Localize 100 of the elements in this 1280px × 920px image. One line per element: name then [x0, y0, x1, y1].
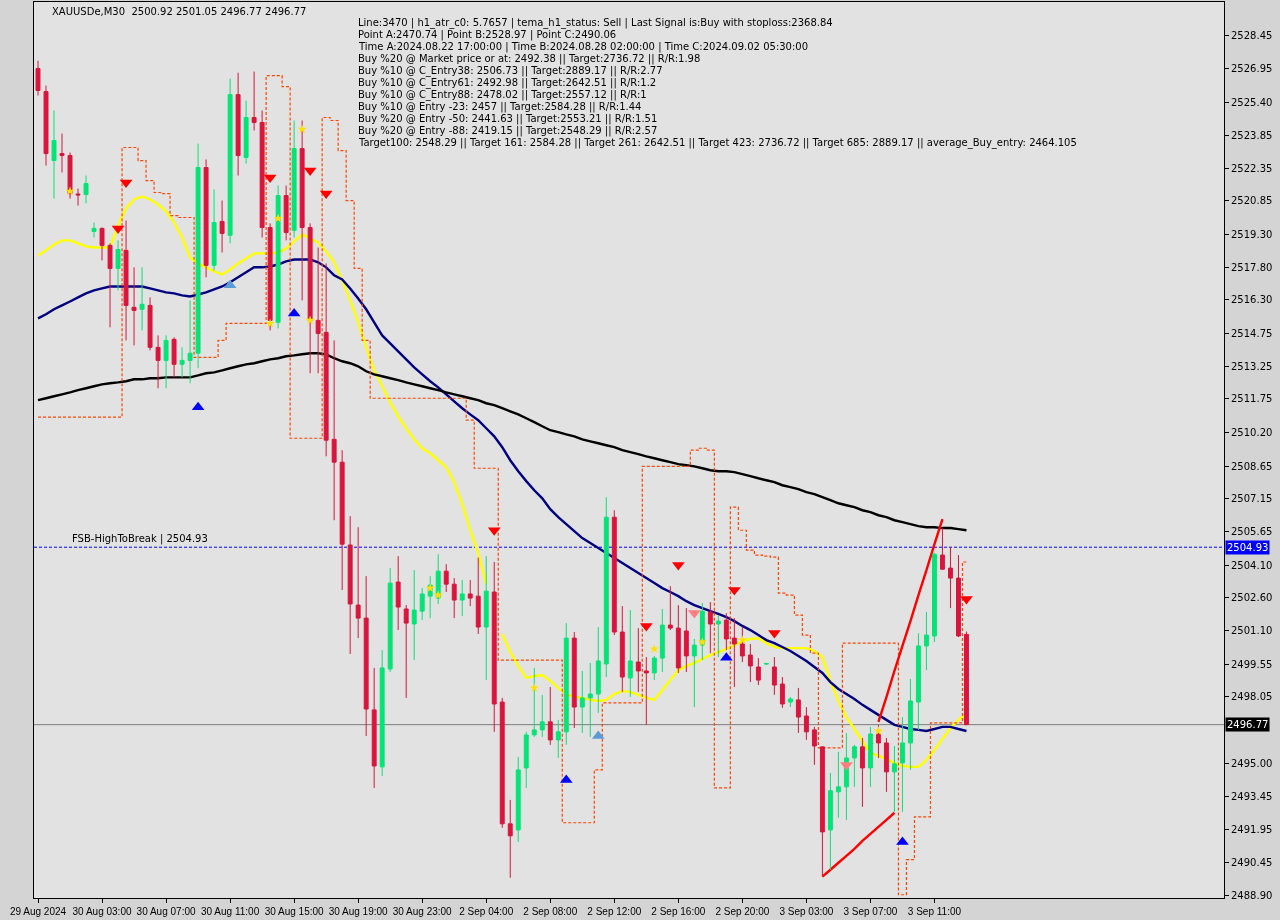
line-series — [877, 517, 944, 724]
candlestick — [875, 724, 881, 759]
candlestick — [859, 737, 865, 808]
y-tick-label: 2493.45 — [1231, 791, 1273, 803]
point — [529, 683, 539, 692]
y-tick-label: 2525.40 — [1231, 96, 1273, 108]
candlestick — [595, 626, 601, 714]
y-tick-label: 2510.20 — [1231, 427, 1273, 439]
candlestick — [259, 110, 265, 239]
annotation: Buy %20 @ Market price or at: 2492.38 || Target:2736.72 || R/R:1.98 — [358, 53, 701, 65]
candlestick — [475, 557, 481, 635]
candlestick — [675, 604, 681, 674]
candlestick — [723, 612, 729, 651]
candlestick — [867, 726, 873, 788]
y-tick-label: 2522.35 — [1231, 162, 1273, 174]
x-tick-label: 3 Sep 03:00 — [779, 906, 834, 917]
candlestick — [459, 579, 465, 617]
candlestick — [323, 262, 329, 457]
annotation: Buy %10 @ C_Entry61: 2492.98 || Target:2642.51 || R/R:1.2 — [358, 77, 657, 89]
y-tick-label: 2523.85 — [1231, 130, 1273, 142]
candlestick — [907, 678, 913, 771]
candlestick — [371, 667, 377, 789]
y-tick-label: 2513.25 — [1231, 360, 1273, 372]
point — [305, 315, 315, 325]
y-tick-label: 2520.85 — [1231, 195, 1273, 207]
candlestick — [731, 617, 737, 688]
candlestick — [227, 78, 233, 244]
candlestick — [691, 638, 697, 708]
candlestick — [835, 751, 841, 819]
point — [287, 307, 301, 317]
candlestick — [467, 579, 473, 607]
annotation: Time A:2024.08.22 17:00:00 | Time B:2024.08.28 02:00:00 | Time C:2024.09.02 05:30:00 — [358, 41, 809, 53]
candlestick — [211, 188, 217, 271]
annotation: Buy %10 @ Entry -23: 2457 || Target:2584.28 || R/R:1.44 — [358, 101, 642, 113]
candlestick — [147, 296, 153, 351]
candlestick — [635, 627, 641, 693]
candlestick — [915, 632, 921, 731]
y-tick-label: 2517.80 — [1231, 261, 1273, 273]
candlestick — [347, 515, 353, 655]
candlestick — [363, 575, 369, 737]
candlestick — [107, 242, 113, 328]
candlestick — [563, 622, 569, 746]
candlestick — [219, 200, 225, 254]
x-tick-label: 2 Sep 04:00 — [459, 906, 514, 917]
annotation: Point A:2470.74 | Point B:2528.97 | Point C:2490.06 — [358, 29, 617, 41]
x-tick-label: 3 Sep 07:00 — [843, 906, 898, 917]
candlestick — [539, 694, 545, 738]
y-tick-label: 2502.60 — [1231, 592, 1273, 604]
candlestick — [795, 687, 801, 734]
candlestick — [547, 686, 553, 746]
candlestick — [555, 719, 561, 759]
candlestick — [811, 726, 817, 766]
x-tick-label: 2 Sep 12:00 — [587, 906, 642, 917]
y-tick-label: 2488.90 — [1231, 890, 1273, 902]
point — [425, 583, 435, 593]
line-series — [36, 258, 968, 733]
annotation: Line:3470 | h1_atr_c0: 5.7657 | tema_h1_status: Sell | Last Signal is:Buy with stoploss:2368.84 — [358, 17, 833, 29]
candlestick — [387, 567, 393, 673]
y-tick-label: 2491.95 — [1231, 824, 1273, 835]
candlestick — [651, 655, 657, 681]
candlestick — [515, 756, 521, 843]
y-tick-label: 2504.10 — [1231, 559, 1273, 571]
candlestick — [339, 449, 345, 591]
candlestick — [203, 158, 209, 278]
candlestick — [891, 745, 897, 813]
candlestick — [267, 222, 273, 331]
candlestick — [771, 656, 777, 696]
candlestick — [619, 605, 625, 693]
candlestick — [851, 744, 857, 788]
point — [319, 190, 333, 200]
candlestick — [235, 72, 241, 177]
y-tick-label: 2505.65 — [1231, 526, 1273, 538]
candlestick — [43, 85, 49, 167]
candlestick — [419, 587, 425, 621]
annotation: Buy %10 @ C_Entry88: 2478.02 || Target:2557.12 || R/R:1 — [358, 89, 647, 101]
candlestick — [707, 601, 713, 654]
candlestick — [507, 799, 513, 879]
candlestick — [291, 120, 297, 239]
candlestick — [195, 143, 201, 369]
candlestick — [315, 247, 321, 374]
line-series — [821, 811, 896, 878]
candlestick — [819, 746, 825, 878]
x-tick-label: 30 Aug 03:00 — [72, 906, 132, 917]
candlestick — [611, 509, 617, 636]
y-tick-label: 2516.30 — [1231, 294, 1273, 306]
candlestick — [531, 667, 537, 738]
candlestick — [483, 555, 489, 681]
candlestick — [451, 577, 457, 619]
candlestick — [779, 676, 785, 709]
candlestick — [379, 649, 385, 777]
y-tick-label: 2501.10 — [1231, 625, 1273, 636]
x-tick-label: 3 Sep 11:00 — [907, 906, 962, 917]
candlestick — [643, 656, 649, 726]
candlestick — [243, 100, 249, 165]
x-tick-label: 30 Aug 15:00 — [264, 906, 325, 917]
point — [273, 213, 283, 223]
x-tick-label: 2 Sep 20:00 — [715, 906, 770, 917]
candlestick — [883, 737, 889, 793]
candlestick — [275, 185, 281, 329]
candlestick — [91, 222, 97, 239]
